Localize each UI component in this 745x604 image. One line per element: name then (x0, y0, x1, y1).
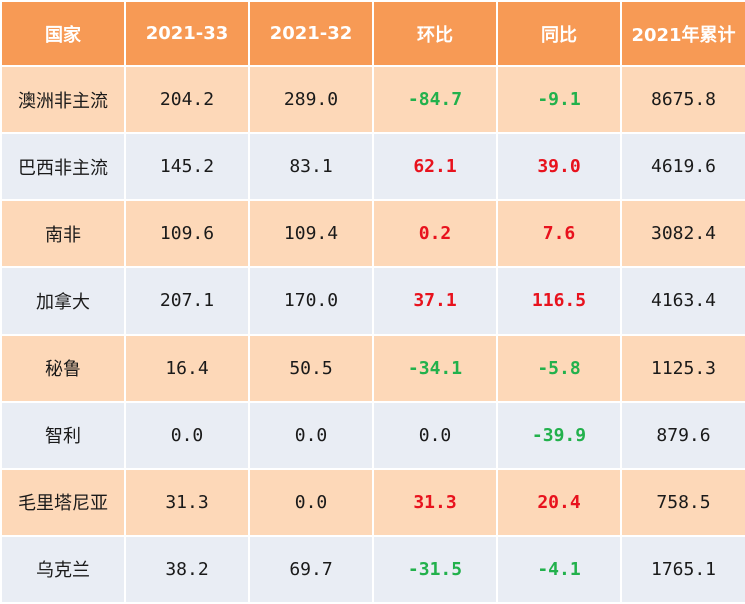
cell-yoy: 7.6 (496, 199, 622, 269)
cell-country: 毛里塔尼亚 (0, 467, 126, 537)
header-week-33: 2021-33 (124, 0, 250, 67)
cell-ytd: 4163.4 (620, 266, 745, 336)
cell-mom: 0.0 (372, 400, 498, 470)
cell-week-33: 16.4 (124, 333, 250, 403)
cell-ytd: 758.5 (620, 467, 745, 537)
cell-week-32: 50.5 (248, 333, 374, 403)
table-body: 澳洲非主流 204.2 289.0 -84.7 -9.1 8675.8 巴西非主流 145.2… (0, 64, 745, 604)
cell-yoy: -39.9 (496, 400, 622, 470)
table-row: 秘鲁 16.4 50.5 -34.1 -5.8 1125.3 (0, 333, 745, 403)
cell-week-32: 0.0 (248, 467, 374, 537)
cell-yoy: -9.1 (496, 64, 622, 135)
cell-country: 乌克兰 (0, 534, 126, 604)
header-ytd: 2021年累计 (620, 0, 745, 67)
cell-week-33: 145.2 (124, 132, 250, 202)
cell-country: 澳洲非主流 (0, 64, 126, 135)
cell-yoy: -5.8 (496, 333, 622, 403)
table-row: 加拿大 207.1 170.0 37.1 116.5 4163.4 (0, 266, 745, 336)
cell-mom: 62.1 (372, 132, 498, 202)
cell-yoy: -4.1 (496, 534, 622, 604)
cell-ytd: 1765.1 (620, 534, 745, 604)
cell-country: 加拿大 (0, 266, 126, 336)
cell-week-33: 207.1 (124, 266, 250, 336)
cell-ytd: 1125.3 (620, 333, 745, 403)
table-row: 南非 109.6 109.4 0.2 7.6 3082.4 (0, 199, 745, 269)
table-header: 国家 2021-33 2021-32 环比 同比 2021年累计 (0, 0, 745, 67)
cell-week-32: 289.0 (248, 64, 374, 135)
header-yoy: 同比 (496, 0, 622, 67)
cell-country: 南非 (0, 199, 126, 269)
cell-mom: 31.3 (372, 467, 498, 537)
cell-mom: -31.5 (372, 534, 498, 604)
table-row: 智利 0.0 0.0 0.0 -39.9 879.6 (0, 400, 745, 470)
header-row: 国家 2021-33 2021-32 环比 同比 2021年累计 (0, 0, 745, 67)
cell-country: 巴西非主流 (0, 132, 126, 202)
cell-country: 秘鲁 (0, 333, 126, 403)
table-row: 澳洲非主流 204.2 289.0 -84.7 -9.1 8675.8 (0, 64, 745, 135)
table-row: 乌克兰 38.2 69.7 -31.5 -4.1 1765.1 (0, 534, 745, 604)
cell-week-32: 109.4 (248, 199, 374, 269)
cell-ytd: 8675.8 (620, 64, 745, 135)
table-row: 毛里塔尼亚 31.3 0.0 31.3 20.4 758.5 (0, 467, 745, 537)
cell-yoy: 116.5 (496, 266, 622, 336)
cell-mom: -84.7 (372, 64, 498, 135)
cell-week-32: 0.0 (248, 400, 374, 470)
cell-mom: -34.1 (372, 333, 498, 403)
header-week-32: 2021-32 (248, 0, 374, 67)
header-mom: 环比 (372, 0, 498, 67)
cell-yoy: 39.0 (496, 132, 622, 202)
cell-ytd: 879.6 (620, 400, 745, 470)
cell-country: 智利 (0, 400, 126, 470)
cell-week-32: 170.0 (248, 266, 374, 336)
cell-mom: 0.2 (372, 199, 498, 269)
cell-week-33: 38.2 (124, 534, 250, 604)
cell-week-32: 83.1 (248, 132, 374, 202)
header-country: 国家 (0, 0, 126, 67)
cell-ytd: 4619.6 (620, 132, 745, 202)
cell-week-33: 0.0 (124, 400, 250, 470)
cell-ytd: 3082.4 (620, 199, 745, 269)
table-row: 巴西非主流 145.2 83.1 62.1 39.0 4619.6 (0, 132, 745, 202)
cell-week-33: 31.3 (124, 467, 250, 537)
cell-week-32: 69.7 (248, 534, 374, 604)
cell-week-33: 109.6 (124, 199, 250, 269)
cell-week-33: 204.2 (124, 64, 250, 135)
cell-yoy: 20.4 (496, 467, 622, 537)
cell-mom: 37.1 (372, 266, 498, 336)
